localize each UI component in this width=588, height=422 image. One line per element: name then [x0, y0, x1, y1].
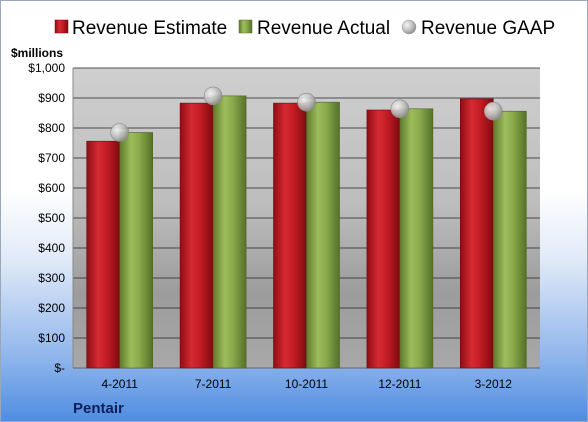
y-tick-label: $200	[38, 301, 65, 315]
legend-item-gaap: Revenue GAAP	[401, 18, 555, 39]
x-axis: 4-2011 7-2011 10-2011 12-2011 3-2012	[101, 377, 512, 391]
x-tick-label: 3-2012	[475, 377, 513, 391]
y-tick-label: $800	[38, 121, 65, 135]
y-tick-label: $100	[38, 331, 65, 345]
bars	[86, 95, 527, 369]
bar-revenue-actual	[212, 95, 247, 369]
gaap-markers	[110, 86, 503, 142]
legend: Revenue Estimate Revenue Actual Revenue …	[54, 18, 555, 39]
bar-revenue-actual	[492, 110, 527, 369]
company-name: Pentair	[73, 400, 124, 417]
y-tick-label: $900	[38, 91, 65, 105]
legend-item-actual: Revenue Actual	[238, 18, 390, 39]
x-tick-label: 4-2011	[101, 377, 138, 391]
y-tick-label: $400	[38, 241, 65, 255]
unit-label: $millions	[11, 46, 63, 60]
y-tick-label: $-	[54, 361, 65, 375]
bar-revenue-estimate	[273, 102, 307, 369]
bar-revenue-actual	[119, 132, 153, 369]
x-tick-label: 12-2011	[378, 377, 421, 391]
bar-revenue-estimate	[366, 109, 401, 369]
bar-revenue-estimate	[179, 102, 214, 369]
marker-revenue-gaap	[297, 92, 316, 112]
y-tick-label: $700	[38, 151, 65, 165]
legend-label-gaap: Revenue GAAP	[421, 18, 555, 39]
bar-revenue-estimate	[86, 140, 120, 369]
bar-revenue-actual	[399, 108, 434, 369]
y-axis: $- $100 $200 $300 $400 $500 $600 $700 $800 $900 $1…	[28, 61, 540, 375]
y-tick-label: $300	[38, 271, 65, 285]
x-tick-label: 10-2011	[285, 377, 328, 391]
legend-item-estimate: Revenue Estimate	[54, 18, 227, 39]
y-tick-label: $500	[38, 211, 65, 225]
marker-revenue-gaap	[110, 123, 129, 142]
marker-revenue-gaap	[483, 101, 503, 121]
x-tick-label: 7-2011	[195, 377, 232, 391]
bar-revenue-estimate	[459, 98, 494, 369]
y-tick-label: $1,000	[28, 61, 65, 75]
marker-revenue-gaap	[203, 86, 223, 106]
marker-revenue-gaap	[390, 99, 410, 119]
bar-revenue-actual	[306, 101, 340, 369]
y-tick-label: $600	[38, 181, 65, 195]
legend-label-estimate: Revenue Estimate	[72, 18, 227, 39]
legend-label-actual: Revenue Actual	[257, 18, 390, 39]
